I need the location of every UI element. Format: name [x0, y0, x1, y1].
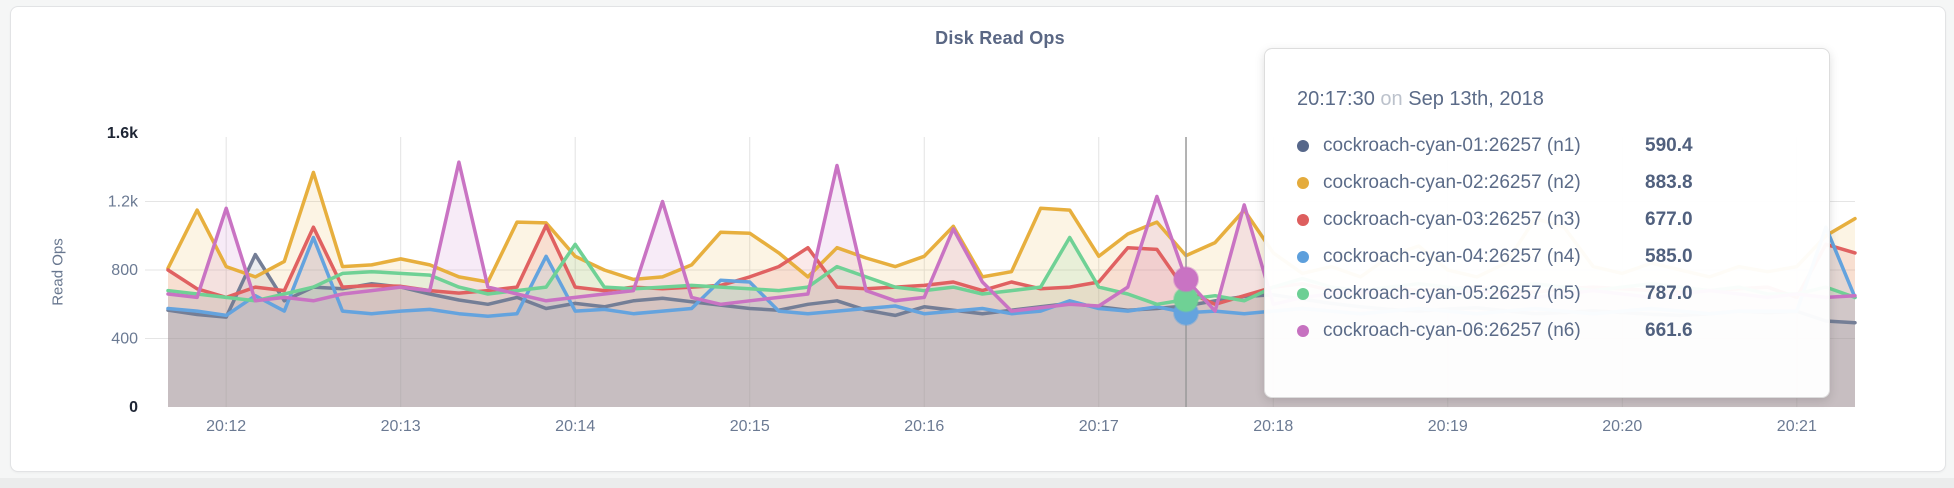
- tooltip-row-n6: cockroach-cyan-06:26257 (n6) 661.6: [1297, 312, 1829, 349]
- series-color-dot-n6: [1297, 324, 1309, 337]
- x-tick-label: 20:17: [1079, 418, 1119, 435]
- tooltip-series-label: cockroach-cyan-05:26257 (n5): [1323, 282, 1581, 304]
- y-tick-label: 800: [111, 262, 138, 279]
- y-tick-label: 400: [111, 331, 138, 348]
- tooltip-series-label: cockroach-cyan-01:26257 (n1): [1323, 134, 1581, 156]
- tooltip-row-n1: cockroach-cyan-01:26257 (n1) 590.4: [1297, 127, 1829, 164]
- x-tick-label: 20:18: [1253, 418, 1293, 435]
- x-tick-label: 20:16: [904, 418, 944, 435]
- tooltip-row-n3: cockroach-cyan-03:26257 (n3) 677.0: [1297, 201, 1829, 238]
- tooltip-time: 20:17:30: [1297, 88, 1375, 110]
- hover-tooltip: 20:17:30 on Sep 13th, 2018 cockroach-cya…: [1264, 48, 1830, 398]
- tooltip-series-value: 677.0: [1645, 208, 1693, 230]
- hover-dot-n6: [1173, 266, 1200, 293]
- tooltip-series-value: 787.0: [1645, 282, 1693, 304]
- tooltip-series-label: cockroach-cyan-03:26257 (n3): [1323, 208, 1581, 230]
- tooltip-row-n2: cockroach-cyan-02:26257 (n2) 883.8: [1297, 164, 1829, 201]
- series-color-dot-n3: [1297, 213, 1309, 226]
- tooltip-date: Sep 13th, 2018: [1408, 88, 1544, 110]
- chart-title: Disk Read Ops: [935, 28, 1065, 48]
- y-tick-label: 1.6k: [107, 125, 138, 142]
- tooltip-row-n4: cockroach-cyan-04:26257 (n4) 585.0: [1297, 238, 1829, 275]
- x-tick-label: 20:15: [730, 418, 770, 435]
- x-tick-label: 20:13: [381, 418, 421, 435]
- tooltip-preposition: on: [1380, 88, 1403, 110]
- tooltip-header: 20:17:30 on Sep 13th, 2018: [1297, 87, 1829, 111]
- x-tick-label: 20:20: [1602, 418, 1642, 435]
- tooltip-row-n5: cockroach-cyan-05:26257 (n5) 787.0: [1297, 275, 1829, 312]
- tooltip-series-label: cockroach-cyan-02:26257 (n2): [1323, 171, 1581, 193]
- tooltip-series-label: cockroach-cyan-04:26257 (n4): [1323, 245, 1581, 267]
- tooltip-series-label: cockroach-cyan-06:26257 (n6): [1323, 319, 1581, 341]
- series-color-dot-n4: [1297, 250, 1309, 263]
- y-tick-label: 0: [129, 399, 138, 416]
- x-tick-label: 20:21: [1777, 418, 1817, 435]
- x-tick-label: 20:14: [555, 418, 595, 435]
- x-tick-label: 20:12: [206, 418, 246, 435]
- tooltip-series-value: 661.6: [1645, 319, 1693, 341]
- tooltip-series-value: 585.0: [1645, 245, 1693, 267]
- series-color-dot-n2: [1297, 176, 1309, 189]
- x-tick-label: 20:19: [1428, 418, 1468, 435]
- tooltip-series-value: 590.4: [1645, 134, 1693, 156]
- tooltip-series-value: 883.8: [1645, 171, 1693, 193]
- series-color-dot-n1: [1297, 139, 1309, 152]
- y-tick-label: 1.2k: [108, 194, 139, 211]
- footer-strip: [0, 478, 1954, 488]
- tooltip-rows: cockroach-cyan-01:26257 (n1) 590.4 cockroa…: [1297, 127, 1829, 349]
- series-color-dot-n5: [1297, 287, 1309, 300]
